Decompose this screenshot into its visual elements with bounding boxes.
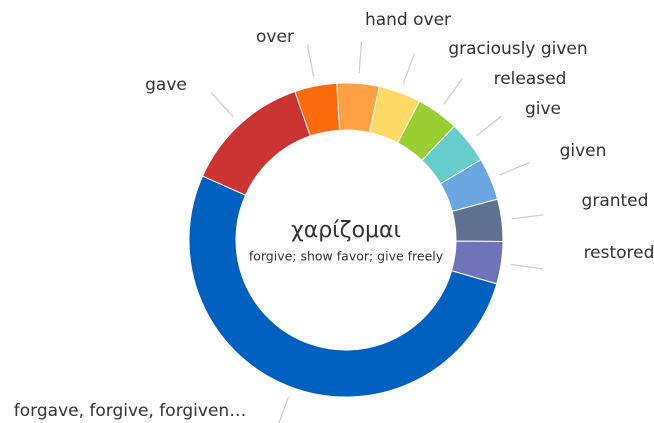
segment-label: hand over — [365, 10, 451, 30]
leader-line — [511, 214, 544, 220]
segment-label: graciously given — [448, 39, 587, 59]
center-title: χαρίζομαι — [291, 218, 401, 243]
segment-label: restored — [584, 243, 654, 263]
center-subtitle: forgive; show favor; give freely — [249, 249, 444, 264]
segment-label: gave — [145, 75, 187, 95]
segment-label: forgave, forgive, forgiven… — [14, 401, 246, 421]
leader-line — [476, 115, 502, 137]
donut-segment — [201, 90, 311, 196]
leader-line — [499, 161, 530, 176]
leader-line — [306, 44, 315, 77]
segment-label: released — [494, 69, 567, 89]
leader-line — [211, 92, 234, 118]
leader-line — [511, 263, 543, 270]
leader-line — [358, 41, 363, 74]
leader-line — [278, 396, 290, 423]
leader-line — [443, 78, 463, 105]
segment-label: give — [525, 99, 561, 119]
segment-label: over — [256, 27, 294, 47]
donut-segment — [188, 175, 498, 398]
segment-label: given — [560, 141, 607, 161]
leader-line — [402, 52, 416, 84]
segment-label: granted — [582, 191, 649, 211]
